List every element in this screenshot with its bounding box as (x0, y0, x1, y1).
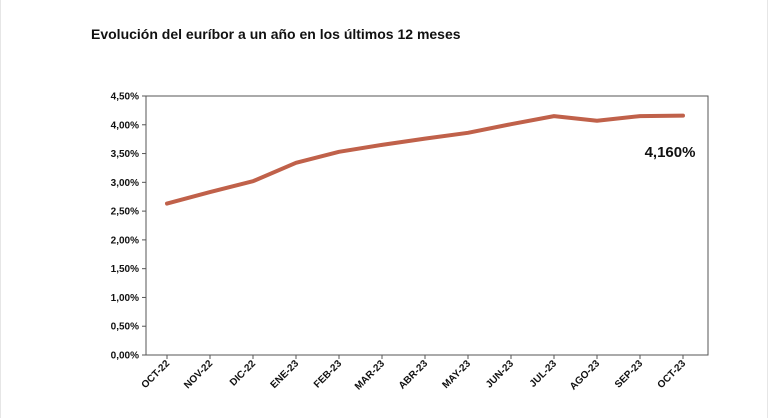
plot-area (145, 95, 709, 356)
x-tick-label: OCT-23 (656, 358, 689, 391)
x-tick-label: MAR-23 (353, 358, 387, 392)
y-tick-label: 4,50% (111, 92, 139, 103)
series-line (165, 113, 685, 206)
x-tick-label: OCT-22 (140, 358, 173, 391)
x-tick-label: JUL-23 (528, 358, 560, 390)
x-tick-label: SEP-23 (613, 358, 645, 390)
y-tick-label: 1,00% (111, 293, 139, 304)
y-axis: 0,00% 0,50% 1,00% 1,50% 2,00% 2,50% 3,00% 3,50%… (111, 92, 146, 362)
x-tick-label: AGO-23 (568, 358, 602, 392)
y-tick-label: 4,00% (111, 120, 139, 131)
x-tick-label: MAY-23 (440, 358, 473, 391)
x-tick-label: JUN-23 (484, 358, 516, 390)
y-tick-label: 0,50% (111, 322, 139, 333)
y-tick-label: 2,00% (111, 235, 139, 246)
chart-title: Evolución del euríbor a un año en los úl… (91, 26, 461, 42)
x-tick-label: ABR-23 (397, 358, 431, 392)
x-tick-label: ENE-23 (269, 358, 302, 391)
y-tick-label: 0,00% (111, 351, 139, 362)
y-tick-label: 3,00% (111, 178, 139, 189)
x-tick-label: FEB-23 (312, 358, 344, 390)
y-tick-label: 1,50% (111, 264, 139, 275)
x-tick-label: DIC-22 (228, 358, 258, 388)
series-layer (165, 113, 685, 206)
last-value-annotation: 4,160% (645, 144, 696, 161)
x-tick-label: NOV-22 (182, 358, 215, 391)
x-axis: OCT-22 NOV-22 DIC-22 ENE-23 FEB-23 MAR-23 ABR-… (140, 355, 689, 392)
y-tick-label: 3,50% (111, 149, 139, 160)
y-tick-label: 2,50% (111, 207, 139, 218)
